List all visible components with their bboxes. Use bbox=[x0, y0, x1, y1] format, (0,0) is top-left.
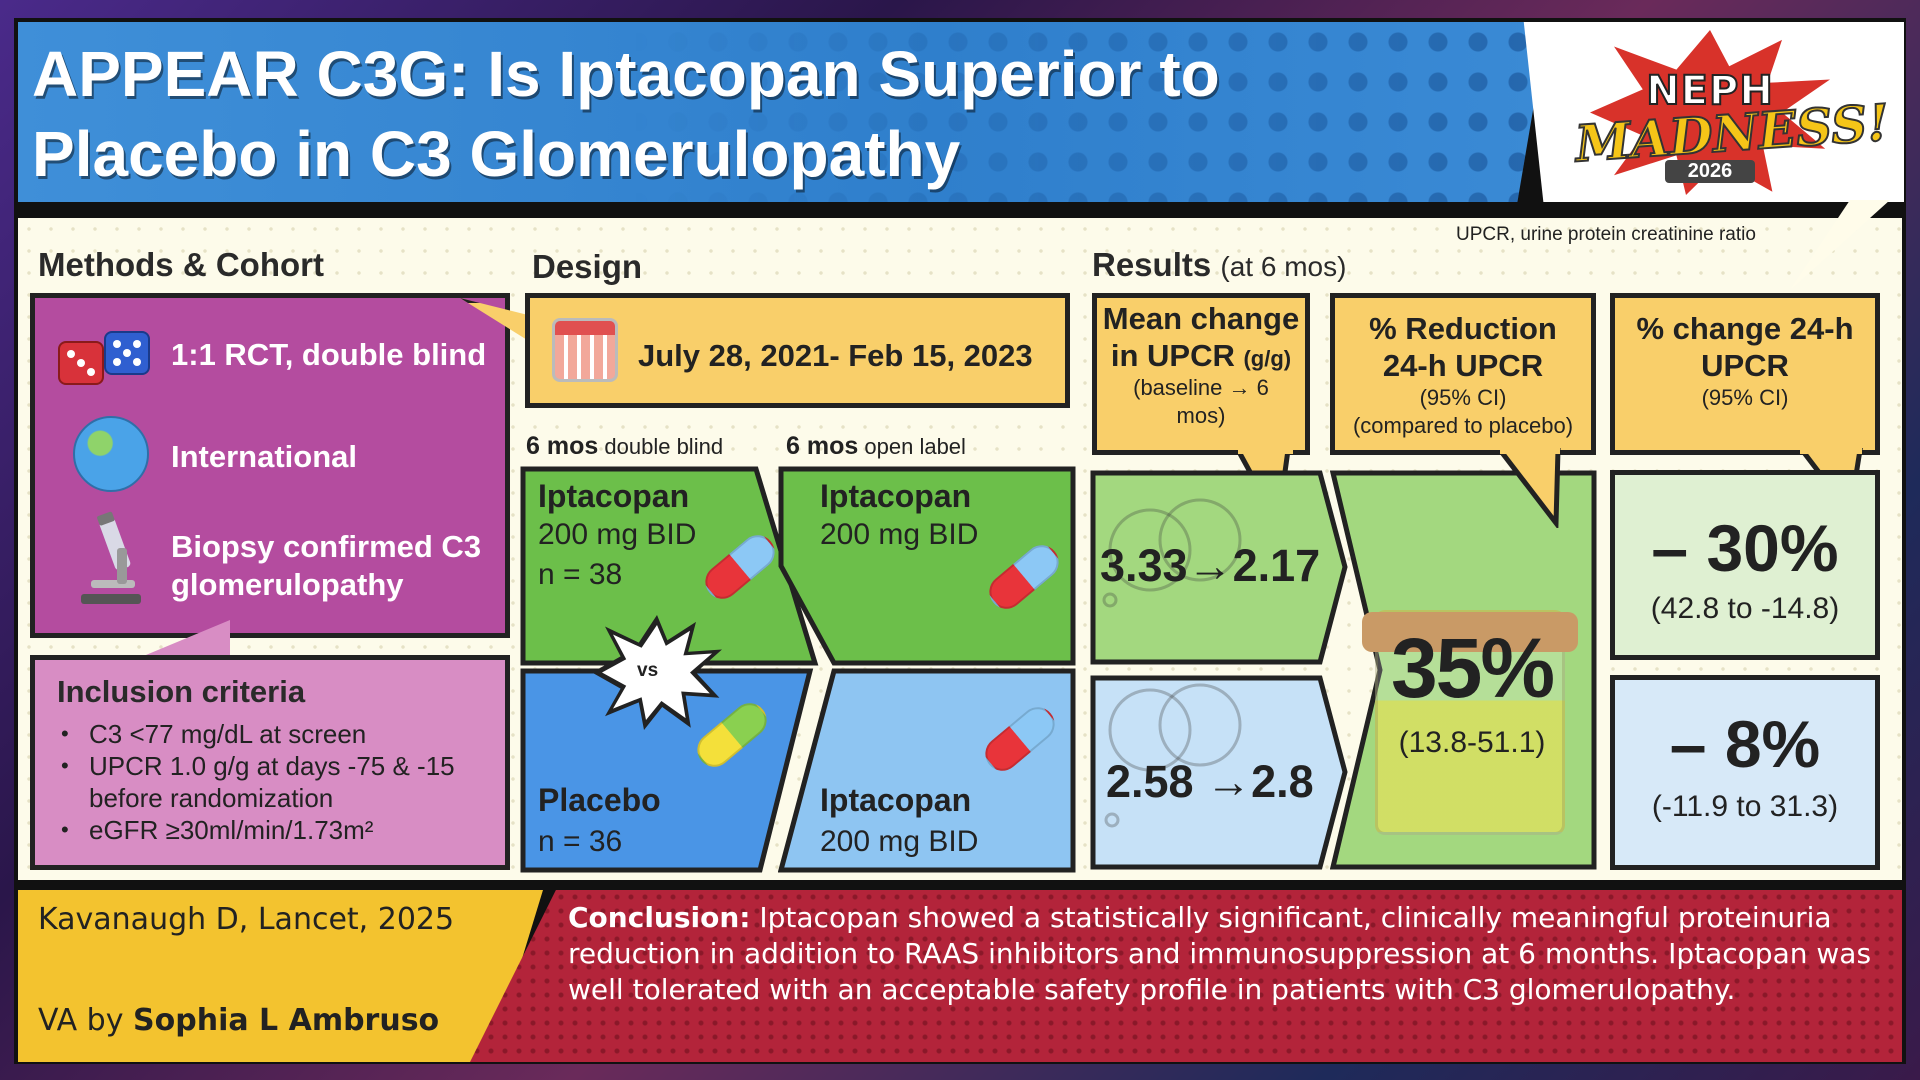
phase-label-open-label: 6 mos open label bbox=[786, 432, 966, 461]
result-col1-iptacopan-value: 3.33→2.17 bbox=[1100, 540, 1321, 591]
methods-biopsy-line-2: glomerulopathy bbox=[171, 567, 404, 602]
result-col1-title-1: Mean change bbox=[1102, 301, 1300, 336]
result-col3-iptacopan-box bbox=[1610, 470, 1880, 660]
urine-jar-lid bbox=[1362, 612, 1578, 652]
result-col1-iptacopan-arrow bbox=[1090, 470, 1348, 665]
result-col3-title-2: UPCR bbox=[1701, 348, 1789, 383]
result-col2-tail bbox=[1500, 448, 1561, 528]
result-col3-title-1: % change 24-h bbox=[1636, 311, 1854, 346]
results-heading-text: Results bbox=[1092, 246, 1212, 283]
arm-ol-top-dose: 200 mg BID bbox=[820, 518, 979, 551]
result-col1-title-2-text: in UPCR bbox=[1110, 338, 1235, 373]
phase2-duration: 6 mos bbox=[786, 432, 859, 460]
logo-year: 2026 bbox=[1665, 160, 1755, 183]
result-col3-placebo-ci: (-11.9 to 31.3) bbox=[1651, 790, 1839, 823]
inclusion-title: Inclusion criteria bbox=[57, 674, 306, 709]
phase1-type: double blind bbox=[604, 434, 724, 459]
result-col1-placebo-value: 2.58 →2.8 bbox=[1106, 756, 1314, 807]
study-dates: July 28, 2021- Feb 15, 2023 bbox=[638, 338, 1033, 373]
arm-db-placebo-name: Placebo bbox=[538, 782, 661, 818]
result-col2-sub-1: (95% CI) bbox=[1419, 385, 1507, 410]
conclusion-label: Conclusion: bbox=[568, 901, 751, 934]
inclusion-item: UPCR 1.0 g/g at days -75 & -15 bbox=[57, 750, 455, 782]
result-col3-iptacopan-value: – 30% bbox=[1651, 511, 1839, 585]
phase2-type: open label bbox=[864, 434, 966, 459]
phase-label-double-blind: 6 mos double blind bbox=[526, 432, 723, 461]
inclusion-item-continued: before randomization bbox=[89, 783, 334, 813]
date-box: July 28, 2021- Feb 15, 2023 bbox=[525, 293, 1070, 408]
conclusion: Conclusion: Iptacopan showed a statistic… bbox=[568, 900, 1888, 1008]
arm-ol-bottom-name: Iptacopan bbox=[820, 782, 972, 818]
result-col1-title-2: in UPCR (g/g) bbox=[1097, 337, 1305, 374]
arm-ol-top-shape bbox=[778, 466, 1076, 666]
citation: Kavanaugh D, Lancet, 2025 bbox=[38, 902, 455, 937]
result-col1-header: Mean change in UPCR (g/g) (baseline → 6 … bbox=[1092, 293, 1310, 455]
methods-box: 1:1 RCT, double blind International Biop… bbox=[30, 293, 510, 638]
inclusion-item: eGFR ≥30ml/min/1.73m² bbox=[57, 814, 455, 846]
title-line-1: APPEAR C3G: Is Iptacopan Superior to bbox=[32, 38, 1220, 110]
result-col2-title-1: % Reduction bbox=[1369, 311, 1557, 346]
result-col3-placebo-value: – 8% bbox=[1669, 707, 1821, 781]
logo-text-neph: NEPH bbox=[1645, 67, 1774, 115]
globe-icon bbox=[73, 416, 149, 492]
arm-db-iptacopan-n: n = 38 bbox=[538, 558, 623, 591]
arm-ol-bottom-dose: 200 mg BID bbox=[820, 825, 979, 858]
result-col2-value: 35% bbox=[1390, 621, 1555, 715]
inclusion-box: Inclusion criteria C3 <77 mg/dL at scree… bbox=[30, 655, 510, 870]
result-col2-header: % Reduction 24-h UPCR (95% CI) (compared… bbox=[1330, 293, 1596, 455]
citation-box bbox=[18, 890, 543, 1062]
methods-rct: 1:1 RCT, double blind bbox=[171, 337, 487, 372]
result-col1-placebo-arrow bbox=[1090, 675, 1348, 870]
arm-db-iptacopan-dose: 200 mg BID bbox=[538, 518, 697, 551]
arm-ol-top-name: Iptacopan bbox=[820, 478, 972, 514]
title-line-2: Placebo in C3 Glomerulopathy bbox=[32, 118, 961, 190]
result-col3-placebo-box bbox=[1610, 675, 1880, 870]
arm-ol-bottom-shape bbox=[778, 668, 1076, 873]
vs-label: vs bbox=[637, 660, 659, 681]
va-prefix: VA by bbox=[38, 1003, 124, 1038]
methods-biopsy: Biopsy confirmed C3 glomerulopathy bbox=[171, 528, 481, 604]
microscope-icon bbox=[81, 511, 141, 604]
visual-abstract-credit: VA by Sophia L Ambruso bbox=[38, 1003, 439, 1038]
footnote: UPCR, urine protein creatinine ratio bbox=[1456, 224, 1756, 245]
arm-db-iptacopan-name: Iptacopan bbox=[538, 478, 690, 514]
result-col3-header: % change 24-h UPCR (95% CI) bbox=[1610, 293, 1880, 455]
methods-biopsy-line-1: Biopsy confirmed C3 bbox=[171, 529, 482, 564]
result-col2-title-2: 24-h UPCR bbox=[1382, 348, 1544, 383]
result-col1-sub-1: (baseline → 6 bbox=[1133, 375, 1269, 400]
phase1-duration: 6 mos bbox=[526, 432, 599, 460]
calendar-icon bbox=[552, 318, 618, 382]
design-heading: Design bbox=[532, 248, 643, 285]
dice-icon bbox=[58, 331, 150, 385]
results-heading: Results (at 6 mos) bbox=[1092, 246, 1346, 284]
result-col1-unit: (g/g) bbox=[1243, 346, 1292, 371]
arm-db-iptacopan-shape bbox=[520, 466, 819, 666]
methods-international: International bbox=[171, 439, 358, 474]
result-col1-sub-2: mos) bbox=[1176, 403, 1226, 428]
arm-db-placebo-n: n = 36 bbox=[538, 825, 623, 858]
result-col3-iptacopan-ci: (42.8 to -14.8) bbox=[1650, 592, 1840, 625]
results-heading-sub: (at 6 mos) bbox=[1220, 251, 1347, 282]
conclusion-text: Iptacopan showed a statistically signifi… bbox=[568, 901, 1872, 1006]
result-col2-sub-2: (compared to placebo) bbox=[1352, 413, 1574, 438]
inclusion-item: C3 <77 mg/dL at screen bbox=[57, 718, 455, 750]
methods-heading: Methods & Cohort bbox=[38, 246, 324, 283]
conclusion-box bbox=[470, 890, 1902, 1062]
inclusion-list: C3 <77 mg/dL at screen UPCR 1.0 g/g at d… bbox=[57, 718, 455, 846]
page-title: APPEAR C3G: Is Iptacopan Superior to Pla… bbox=[32, 34, 1332, 194]
result-col2-ci: (13.8-51.1) bbox=[1398, 726, 1546, 759]
va-author: Sophia L Ambruso bbox=[133, 1003, 440, 1038]
result-col3-sub-1: (95% CI) bbox=[1701, 385, 1789, 410]
header-banner bbox=[18, 22, 1548, 202]
